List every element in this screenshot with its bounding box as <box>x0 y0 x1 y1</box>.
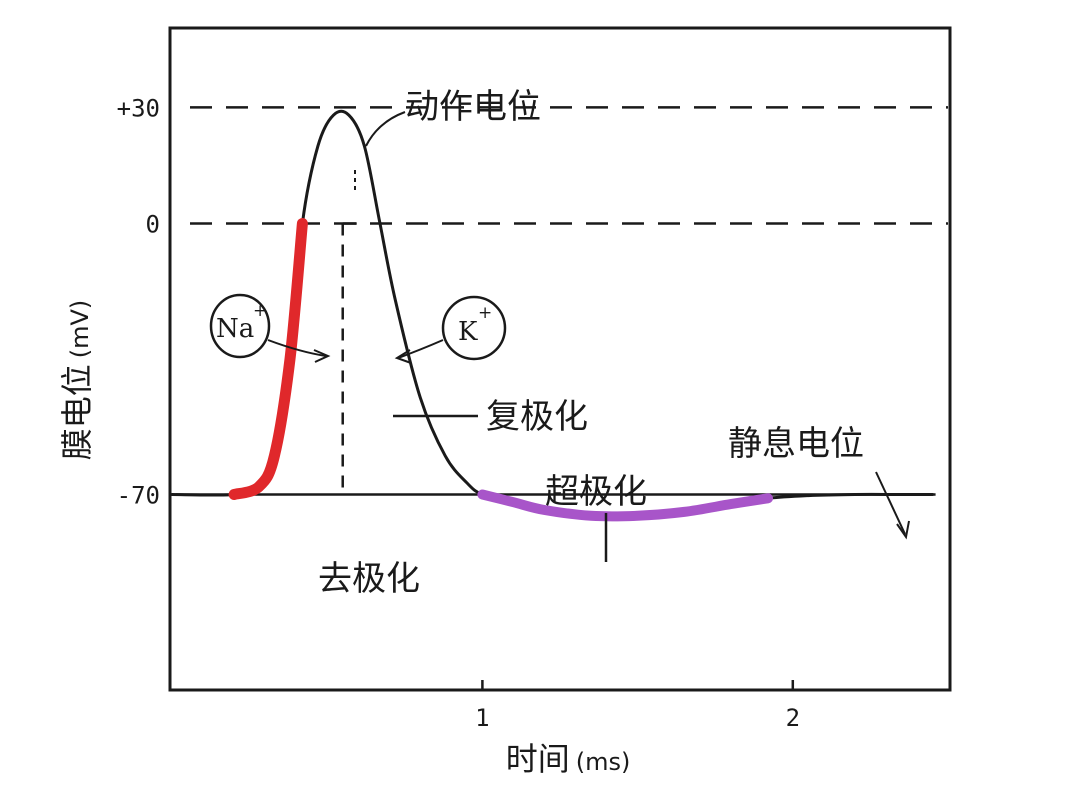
k-ion-circle <box>441 295 507 361</box>
y-tick-label-plus30: +30 <box>117 94 160 122</box>
action-potential-leader <box>365 111 406 147</box>
na-ion-circle <box>209 293 271 359</box>
resting-potential-leader <box>875 471 906 535</box>
y-axis-label: 膜电位(mV) <box>58 300 96 461</box>
y-axis-label-group: 膜电位(mV) <box>58 300 96 461</box>
depolarization-highlight <box>228 218 308 500</box>
na-ion-arrow <box>267 339 327 357</box>
repolarization-label: 复极化 <box>486 397 588 437</box>
x-axis-label: 时间 (ms) <box>506 740 631 778</box>
na-ion-badge: Na + <box>209 293 271 359</box>
na-ion-arrowhead <box>313 349 331 363</box>
hyperpolarization-highlight <box>477 489 773 522</box>
k-ion-label: K <box>458 317 478 347</box>
na-ion-charge: + <box>253 301 267 321</box>
k-ion-badge: K + <box>441 295 507 361</box>
hyperpolarization-label: 超极化 <box>545 472 647 512</box>
x-tick-label-2: 2 <box>786 704 800 732</box>
resting-potential-arrowhead <box>896 520 910 540</box>
y-tick-label-minus70: -70 <box>117 481 160 509</box>
action-potential-label: 动作电位 <box>405 87 541 127</box>
k-ion-arrowhead <box>394 349 412 364</box>
resting-potential-label: 静息电位 <box>728 424 864 464</box>
na-ion-label: Na <box>216 314 254 344</box>
depolarization-label: 去极化 <box>318 559 420 599</box>
k-ion-charge: + <box>478 303 492 323</box>
plot-frame <box>168 26 952 692</box>
y-tick-label-zero: 0 <box>146 211 160 239</box>
x-tick-label-1: 1 <box>475 704 489 732</box>
k-ion-arrow <box>397 339 444 359</box>
